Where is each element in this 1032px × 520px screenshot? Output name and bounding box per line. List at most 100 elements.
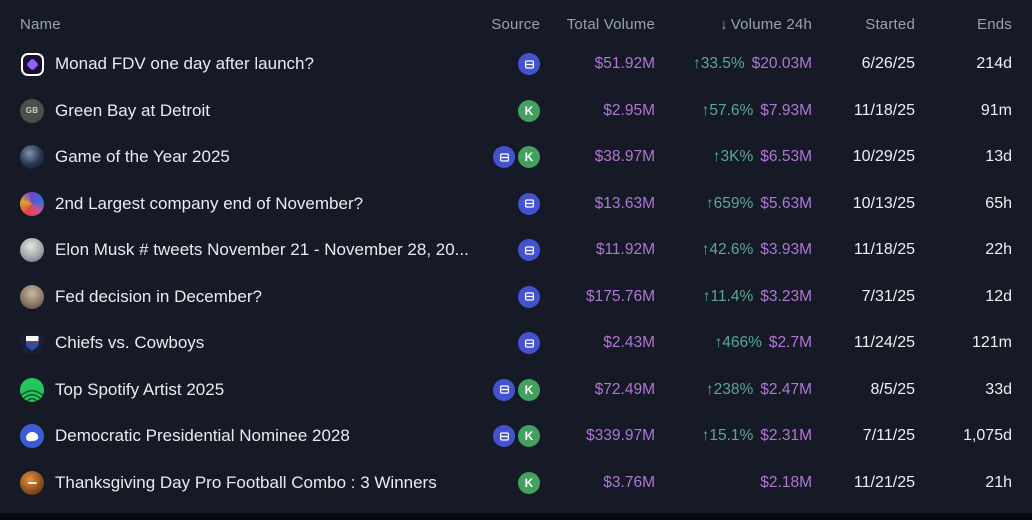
total-volume-value: $2.43M (603, 334, 655, 352)
volume-24h-value: $3.23M (760, 287, 812, 305)
ends-in: 121m (971, 334, 1012, 352)
market-name: Green Bay at Detroit (55, 100, 210, 120)
nfl-avatar-icon (20, 331, 44, 356)
column-header-name[interactable]: Name (20, 15, 61, 33)
ends-in: 214d (976, 55, 1012, 73)
market-row[interactable]: Democratic Presidential Nominee 2028 K $33… (20, 413, 1012, 460)
started-date: 10/13/25 (852, 194, 915, 212)
total-volume-value: $2.95M (603, 101, 655, 119)
volume-24h-value: $2.31M (760, 427, 812, 445)
kalshi-icon: K (518, 425, 540, 448)
volume-24h-value: $20.03M (751, 55, 812, 73)
column-header-started[interactable]: Started (865, 15, 915, 33)
change-24h-percent: ↑466% (714, 334, 762, 352)
change-24h-percent: ↑659% (705, 194, 754, 212)
market-name: Thanksgiving Day Pro Football Combo : 3 … (55, 472, 437, 492)
market-name: Game of the Year 2025 (55, 147, 230, 167)
polymarket-icon (493, 146, 515, 169)
total-volume-value: $11.92M (595, 241, 655, 259)
market-name: 2nd Largest company end of November? (55, 193, 364, 213)
companies-avatar-icon (20, 191, 44, 216)
total-volume-value: $51.92M (594, 55, 655, 73)
ends-in: 65h (985, 194, 1012, 212)
football-avatar-icon (20, 470, 44, 495)
started-date: 10/29/25 (852, 148, 915, 166)
market-row[interactable]: Chiefs vs. Cowboys $2.43M ↑466% $2.7M 11/24/… (20, 320, 1012, 367)
polymarket-icon (518, 192, 540, 215)
volume-24h-value: $2.7M (768, 334, 812, 352)
source-icons (470, 53, 540, 76)
table-body: Monad FDV one day after launch? $51.92M ↑3… (20, 41, 1012, 506)
ends-in: 12d (985, 287, 1012, 305)
started-date: 7/31/25 (861, 287, 915, 305)
started-date: 11/18/25 (853, 241, 915, 259)
kalshi-icon: K (518, 471, 540, 494)
total-volume-value: $3.76M (603, 473, 655, 491)
sort-desc-icon: ↓ (720, 15, 728, 33)
volume-24h-cell: ↑466% $2.7M (655, 334, 813, 352)
market-row[interactable]: Top Spotify Artist 2025 K $72.49M ↑238% $2.4… (20, 367, 1012, 414)
volume-24h-value: $3.93M (760, 241, 812, 259)
market-name: Top Spotify Artist 2025 (55, 379, 225, 399)
total-volume-value: $38.97M (594, 148, 655, 166)
table-header: Name Source Total Volume ↓ Volume 24h Sta… (20, 7, 1012, 41)
source-icons (470, 192, 540, 215)
bottom-edge-strip (0, 513, 1032, 520)
change-24h-percent: ↑33.5% (692, 55, 745, 73)
source-icons (470, 332, 540, 355)
volume-24h-value: $2.18M (760, 473, 812, 491)
game-of-the-year-avatar-icon (20, 145, 44, 170)
democratic-avatar-icon (20, 424, 44, 449)
volume-24h-cell: ↑57.6% $7.93M (655, 102, 812, 120)
ends-in: 1,075d (963, 427, 1012, 445)
market-row[interactable]: Fed decision in December? $175.76M ↑11.4% $… (20, 274, 1012, 321)
total-volume-value: $72.49M (594, 380, 655, 398)
ends-in: 22h (985, 241, 1012, 259)
market-row[interactable]: GB Green Bay at Detroit K $2.95M ↑57.6% $7.93… (20, 88, 1012, 135)
source-icons (470, 239, 540, 262)
change-24h-percent: ↑3K% (712, 148, 754, 166)
polymarket-icon (518, 332, 540, 355)
started-date: 11/21/25 (853, 473, 915, 491)
started-date: 11/18/25 (853, 101, 915, 119)
market-row[interactable]: Monad FDV one day after launch? $51.92M ↑3… (20, 41, 1012, 88)
column-header-total-volume[interactable]: Total Volume (566, 15, 655, 33)
started-date: 8/5/25 (870, 380, 915, 398)
source-icons: K (470, 99, 540, 122)
market-row[interactable]: Thanksgiving Day Pro Football Combo : 3 … (20, 460, 1012, 507)
polymarket-icon (518, 285, 540, 308)
market-row[interactable]: Game of the Year 2025 K $38.97M ↑3K% $6.53M 1… (20, 134, 1012, 181)
volume-24h-value: $2.47M (760, 380, 812, 398)
started-date: 7/11/25 (862, 427, 915, 445)
green-bay-avatar-icon: GB (20, 98, 44, 123)
markets-table: Name Source Total Volume ↓ Volume 24h Sta… (0, 7, 1032, 506)
volume-24h-cell: $2.18M (655, 474, 812, 492)
market-row[interactable]: Elon Musk # tweets November 21 - Novembe… (20, 227, 1012, 274)
market-name: Elon Musk # tweets November 21 - Novembe… (55, 240, 469, 260)
ends-in: 91m (980, 101, 1012, 119)
elon-musk-avatar-icon (20, 238, 44, 263)
column-header-ends[interactable]: Ends (977, 15, 1012, 33)
change-24h-percent: ↑15.1% (701, 427, 754, 445)
spotify-avatar-icon (20, 377, 44, 402)
polymarket-icon (518, 239, 540, 262)
kalshi-icon: K (518, 146, 540, 169)
monad-avatar-icon (21, 52, 44, 76)
change-24h-percent: ↑42.6% (701, 241, 754, 259)
volume-24h-cell: ↑33.5% $20.03M (655, 55, 812, 73)
volume-24h-value: $5.63M (760, 194, 812, 212)
fed-avatar-icon (20, 284, 44, 309)
ends-in: 13d (985, 148, 1012, 166)
change-24h-percent: ↑238% (705, 380, 754, 398)
market-name: Chiefs vs. Cowboys (55, 333, 205, 353)
total-volume-value: $13.63M (594, 194, 655, 212)
ends-in: 21h (985, 473, 1012, 491)
change-24h-percent: ↑57.6% (701, 101, 754, 119)
change-24h-percent: ↑11.4% (702, 287, 754, 305)
market-row[interactable]: 2nd Largest company end of November? $13.… (20, 181, 1012, 228)
market-name: Fed decision in December? (55, 286, 262, 306)
volume-24h-value: $6.53M (760, 148, 812, 166)
column-header-volume-24h[interactable]: ↓ Volume 24h (655, 16, 812, 33)
column-header-source[interactable]: Source (491, 15, 540, 33)
source-icons: K (470, 146, 540, 169)
